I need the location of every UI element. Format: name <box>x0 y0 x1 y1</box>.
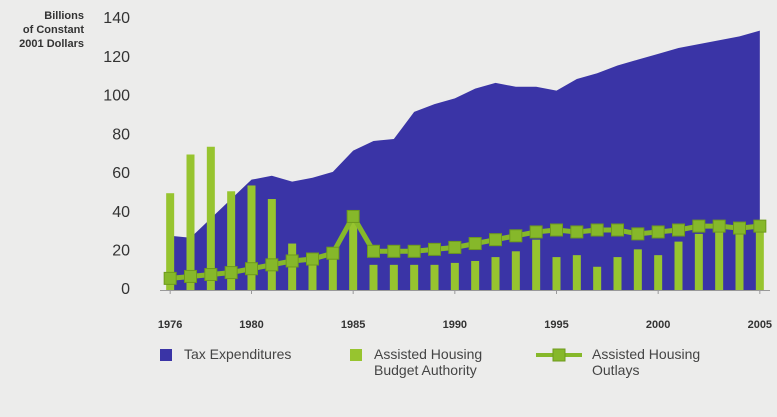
x-tick-label: 2005 <box>748 319 772 331</box>
marker <box>631 227 645 241</box>
legend-item: Assisted Housing Budget Authority <box>348 346 498 378</box>
y-tick-label: 100 <box>103 88 130 105</box>
marker <box>326 246 340 260</box>
marker <box>712 219 726 233</box>
marker <box>448 240 462 254</box>
marker <box>265 258 279 272</box>
bar <box>755 229 764 290</box>
bar <box>654 255 663 290</box>
marker <box>509 229 523 243</box>
x-tick-label: 2000 <box>646 319 670 331</box>
bar <box>166 193 175 290</box>
marker <box>753 219 767 233</box>
marker <box>245 262 258 276</box>
y-tick-label: 20 <box>112 243 130 260</box>
bar <box>349 212 358 290</box>
y-tick-label: 140 <box>103 10 130 27</box>
bar <box>633 249 642 290</box>
y-tick-label: 60 <box>112 165 130 182</box>
marker <box>346 209 360 223</box>
marker <box>651 225 665 239</box>
y-axis-label: 2001 Dollars <box>19 38 84 50</box>
bar <box>552 257 561 290</box>
marker <box>306 252 319 266</box>
x-tick-label: 1980 <box>239 319 263 331</box>
marker <box>184 269 197 283</box>
marker <box>285 254 299 268</box>
legend-label: Assisted Housing Budget Authority <box>374 346 483 378</box>
x-tick-label: 1985 <box>341 319 365 331</box>
marker <box>570 225 584 239</box>
marker <box>387 244 401 258</box>
legend-label: Tax Expenditures <box>184 346 292 362</box>
bar <box>450 262 459 290</box>
bar <box>593 266 602 290</box>
bar <box>491 257 500 290</box>
legend-box <box>160 349 172 361</box>
marker <box>489 233 502 247</box>
marker <box>468 237 482 251</box>
marker <box>204 268 218 282</box>
marker <box>163 271 177 285</box>
y-axis-label: Billions <box>44 10 84 22</box>
marker <box>529 225 543 239</box>
legend-swatch <box>536 348 582 362</box>
marker <box>692 219 706 233</box>
bar <box>735 229 744 290</box>
bar <box>430 264 439 290</box>
legend-swatch <box>160 349 172 361</box>
area <box>170 30 760 290</box>
marker <box>428 242 441 256</box>
bar <box>715 231 724 290</box>
legend-marker <box>552 348 566 362</box>
x-tick-label: 1976 <box>158 319 182 331</box>
bar <box>186 154 195 290</box>
marker <box>672 223 685 237</box>
bar <box>328 257 337 290</box>
legend-item: Assisted Housing Outlays <box>536 346 706 378</box>
marker <box>407 244 421 258</box>
bar <box>471 260 480 290</box>
marker <box>224 266 238 280</box>
bar <box>389 264 398 290</box>
legend-box <box>350 349 362 361</box>
marker <box>590 223 604 237</box>
marker <box>550 223 563 237</box>
marker <box>733 221 746 235</box>
marker <box>611 223 624 237</box>
bar <box>247 185 256 290</box>
bar <box>511 251 520 290</box>
bar <box>572 255 581 290</box>
legend-label: Assisted Housing Outlays <box>592 346 701 378</box>
bar <box>532 239 541 290</box>
bar <box>308 257 317 290</box>
bar <box>227 191 236 290</box>
legend-item: Tax Expenditures <box>158 346 318 363</box>
y-tick-label: 0 <box>121 281 130 298</box>
bar <box>206 146 215 290</box>
y-tick-label: 40 <box>112 204 130 221</box>
bar <box>267 199 276 290</box>
bar <box>369 264 378 290</box>
marker <box>367 244 380 258</box>
y-tick-label: 120 <box>103 49 130 66</box>
y-axis-label: of Constant <box>23 24 84 36</box>
legend-swatch <box>350 349 362 361</box>
bar <box>410 264 419 290</box>
x-tick-label: 1995 <box>544 319 568 331</box>
x-tick-label: 1990 <box>443 319 467 331</box>
legend: Tax Expenditures Assisted Housing Budget … <box>158 346 758 406</box>
y-tick-label: 80 <box>112 126 130 143</box>
bar <box>674 241 683 290</box>
bar <box>694 233 703 290</box>
bar <box>613 257 622 290</box>
